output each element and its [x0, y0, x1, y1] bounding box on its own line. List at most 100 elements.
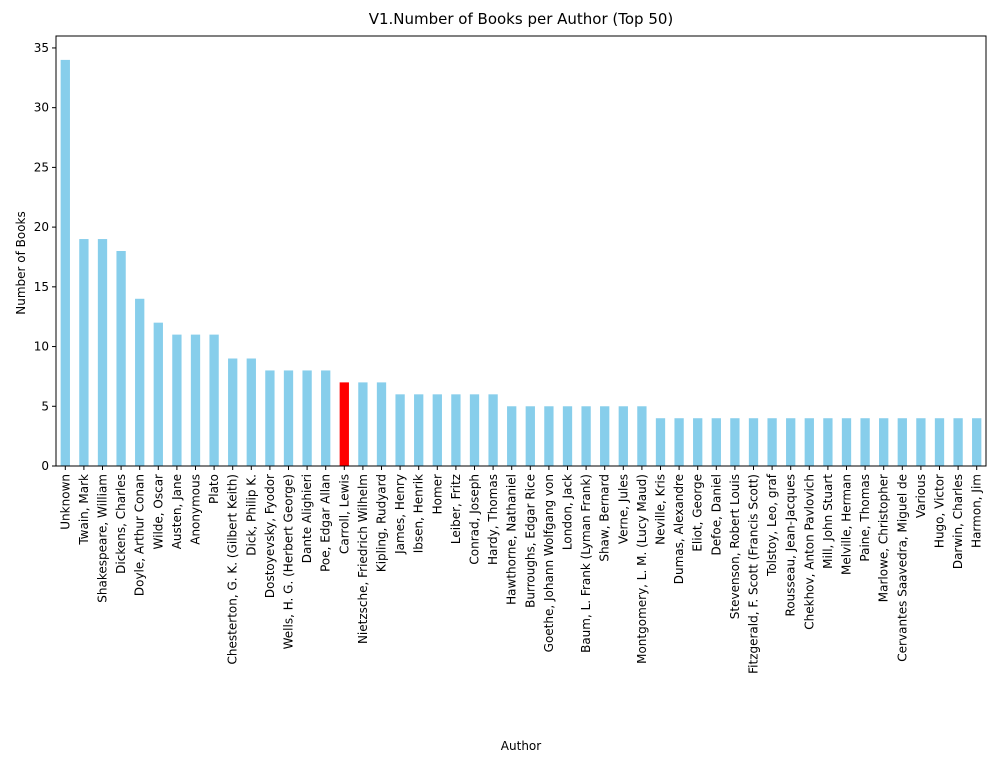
bar — [693, 418, 703, 466]
x-tick-label: Nietzsche, Friedrich Wilhelm — [356, 474, 370, 644]
bar — [879, 418, 889, 466]
x-tick-label: Shakespeare, William — [96, 474, 110, 603]
x-tick-label: Carroll, Lewis — [337, 474, 351, 554]
x-tick-label: Leiber, Fritz — [449, 474, 463, 544]
bar — [116, 251, 126, 466]
x-axis: Unknown Twain, Mark Shakespeare, William Di… — [58, 466, 984, 674]
x-tick-label: Dick, Philip K. — [244, 474, 258, 556]
bar — [60, 59, 70, 467]
x-tick-label: Various — [914, 474, 928, 518]
bar — [600, 406, 610, 466]
x-tick-label: Ibsen, Henrik — [412, 474, 426, 553]
x-tick-label: Hugo, Victor — [933, 474, 947, 548]
x-tick-label: Dostoyevsky, Fyodor — [263, 474, 277, 598]
bar — [414, 394, 424, 466]
bar — [860, 418, 870, 466]
bars-group — [60, 59, 982, 467]
bar — [655, 418, 666, 466]
bar — [228, 358, 238, 466]
x-tick-label: Unknown — [58, 474, 72, 530]
bar — [432, 394, 442, 466]
x-tick-label: Homer — [430, 474, 444, 514]
x-tick-label: Plato — [207, 474, 221, 504]
bar — [190, 334, 201, 466]
bar — [618, 406, 628, 466]
bar — [302, 370, 312, 466]
x-tick-label: Verne, Jules — [616, 474, 630, 544]
bar — [172, 334, 182, 466]
bar — [488, 394, 498, 466]
chart-title: V1.Number of Books per Author (Top 50) — [369, 10, 674, 28]
bar — [469, 394, 480, 466]
x-tick-label: James, Henry — [393, 474, 407, 555]
x-tick-label: Anonymous — [189, 474, 203, 545]
bar — [823, 418, 833, 466]
x-tick-label: Melville, Herman — [840, 474, 854, 575]
bar — [209, 334, 219, 466]
x-tick-label: Conrad, Joseph — [468, 474, 482, 565]
bar — [395, 394, 405, 466]
bar — [135, 298, 145, 466]
bar — [637, 406, 647, 466]
bar — [79, 239, 89, 466]
y-tick-label: 20 — [34, 220, 49, 234]
bar — [265, 370, 275, 466]
bar — [953, 418, 963, 466]
x-tick-label: Kipling, Rudyard — [375, 474, 389, 572]
bar — [97, 239, 108, 466]
x-tick-label: London, Jack — [561, 474, 575, 550]
x-tick-label: Goethe, Johann Wolfgang von — [542, 474, 556, 652]
x-tick-label: Paine, Thomas — [858, 474, 872, 562]
bar — [897, 418, 907, 466]
bar — [711, 418, 721, 466]
bar — [451, 394, 461, 466]
bar — [767, 418, 777, 466]
x-tick-label: Marlowe, Christopher — [877, 474, 891, 602]
x-tick-label: Chekhov, Anton Pavlovich — [802, 474, 816, 630]
y-tick-label: 35 — [34, 41, 49, 55]
x-tick-label: Mill, John Stuart — [821, 474, 835, 569]
bar — [358, 382, 368, 466]
x-tick-label: Twain, Mark — [77, 474, 91, 546]
x-tick-label: Poe, Edgar Allan — [319, 474, 333, 572]
x-tick-label: Dante Alighieri — [300, 474, 314, 563]
y-tick-label: 0 — [41, 459, 49, 473]
bar — [748, 418, 759, 466]
x-axis-label: Author — [501, 739, 541, 753]
bar — [153, 322, 163, 466]
x-tick-label: Stevenson, Robert Louis — [728, 474, 742, 619]
bar — [376, 382, 387, 466]
bar — [804, 418, 814, 466]
bar — [674, 418, 684, 466]
x-tick-label: Wilde, Oscar — [151, 474, 165, 550]
y-tick-label: 10 — [34, 340, 49, 354]
plot-frame — [55, 35, 987, 467]
bar — [581, 406, 591, 466]
y-axis: 0 5 10 15 20 25 30 35 — [34, 41, 56, 473]
bar — [507, 406, 517, 466]
bar — [972, 418, 982, 466]
y-axis-label: Number of Books — [14, 211, 28, 315]
x-tick-label: Montgomery, L. M. (Lucy Maud) — [635, 474, 649, 664]
x-tick-label: Chesterton, G. K. (Gilbert Keith) — [226, 474, 240, 664]
x-tick-label: Darwin, Charles — [951, 474, 965, 569]
x-tick-label: Dumas, Alexandre — [672, 474, 686, 584]
bar — [544, 406, 554, 466]
bar — [321, 370, 331, 466]
x-tick-label: Rousseau, Jean-Jacques — [784, 474, 798, 616]
x-tick-label: Hardy, Thomas — [486, 474, 500, 565]
x-tick-label: Eliot, George — [691, 474, 705, 552]
x-tick-label: Hawthorne, Nathaniel — [505, 474, 519, 605]
bar — [841, 418, 852, 466]
x-tick-label: Harmon, Jim — [970, 474, 984, 548]
x-tick-label: Baum, L. Frank (Lyman Frank) — [579, 474, 593, 653]
x-tick-label: Defoe, Daniel — [709, 474, 723, 555]
bar — [525, 406, 535, 466]
bar — [916, 418, 926, 466]
x-tick-label: Doyle, Arthur Conan — [133, 474, 147, 596]
y-tick-label: 30 — [34, 101, 49, 115]
bar — [730, 418, 740, 466]
x-tick-label: Dickens, Charles — [114, 474, 128, 574]
x-tick-label: Shaw, Bernard — [598, 474, 612, 562]
